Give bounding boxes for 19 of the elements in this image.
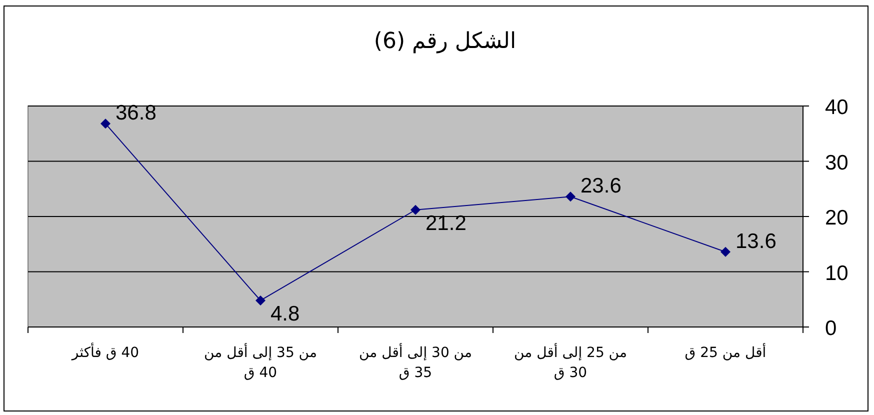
point	[566, 192, 576, 202]
point	[410, 204, 420, 215]
x-tick-label: من 35 إلى أقل من 40 ق	[204, 343, 317, 381]
point	[256, 295, 266, 306]
data-label: 23.6	[580, 174, 622, 198]
x-tick-label: من 25 إلى أقل من 30 ق	[514, 343, 627, 381]
data-label: 13.6	[736, 230, 776, 253]
point	[720, 246, 730, 257]
y-tick-label: 30	[825, 151, 848, 174]
chart-title: الشكل رقم (6)	[374, 29, 516, 54]
y-tick-label: 20	[825, 206, 848, 230]
y-tick-label: 40	[825, 96, 848, 119]
data-label: 4.8	[270, 302, 300, 326]
y-tick-label: 0	[825, 317, 837, 340]
point	[100, 118, 110, 129]
x-tick-label: 40 ق فأكثر	[70, 342, 140, 361]
x-tick-label: أقل من 25 ق	[684, 343, 766, 361]
x-tick-label: من 30 إلى أقل من 35 ق	[359, 343, 472, 381]
y-tick-label: 10	[825, 262, 848, 285]
